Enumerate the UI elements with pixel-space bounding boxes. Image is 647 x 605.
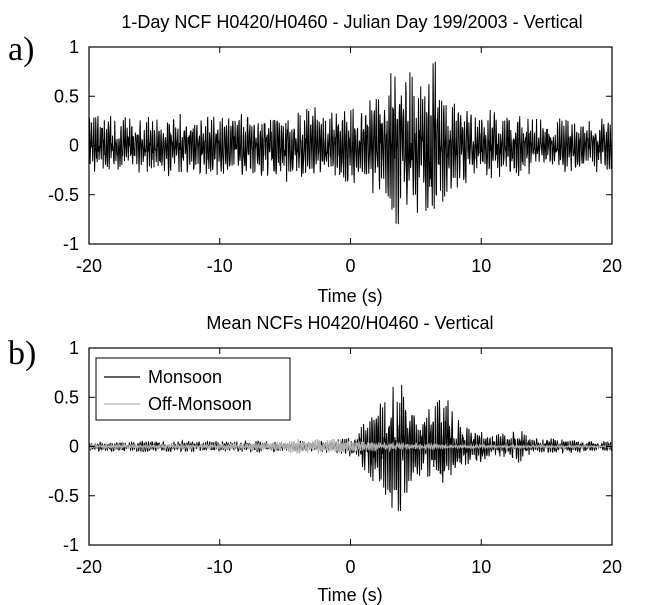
legend-box [95,357,291,421]
x-tick-label: 20 [602,256,622,276]
y-tick-label: 0 [69,437,79,457]
panel-b-letter: b) [8,335,36,372]
legend-label-monsoon: Monsoon [148,367,222,387]
y-tick-label: 1 [69,37,79,57]
x-tick-label: -20 [76,557,102,577]
panel-a-plot-area: -20 -10 0 10 20 -1 -0.5 0 0.5 1 [48,37,622,276]
panel-b-title: Mean NCFs H0420/H0460 - Vertical [206,313,493,333]
panel-b-x-axis-label: Time (s) [317,585,382,605]
x-tick-label: 0 [345,256,355,276]
panel-b-plot-area: -20 -10 0 10 20 -1 -0.5 0 0.5 1 [48,338,622,577]
panel-a: 1-Day NCF H0420/H0460 - Julian Day 199/2… [8,12,622,306]
panel-b: Mean NCFs H0420/H0460 - Vertical b) -20-… [8,313,622,605]
x-tick-label: -20 [76,256,102,276]
x-tick-label: 20 [602,557,622,577]
x-tick-label: -10 [207,557,233,577]
x-tick-label: 10 [471,256,491,276]
x-tick-label: -10 [207,256,233,276]
panel-a-title: 1-Day NCF H0420/H0460 - Julian Day 199/2… [121,12,582,32]
series-line-trace [89,61,612,225]
y-tick-label: -0.5 [48,486,79,506]
series-line-off-monsoon [89,438,612,454]
x-tick-label: 10 [471,557,491,577]
panel-a-letter: a) [8,31,34,68]
y-tick-label: 0 [69,136,79,156]
y-tick-label: -0.5 [48,185,79,205]
y-tick-label: -1 [63,535,79,555]
x-tick-label: 0 [345,557,355,577]
y-tick-label: 1 [69,338,79,358]
y-tick-label: 0.5 [54,86,79,106]
legend-label-off-monsoon: Off-Monsoon [148,394,252,414]
y-tick-label: -1 [63,234,79,254]
panel-a-x-axis-label: Time (s) [317,286,382,306]
y-tick-label: 0.5 [54,387,79,407]
legend: Monsoon Off-Monsoon [95,357,291,421]
